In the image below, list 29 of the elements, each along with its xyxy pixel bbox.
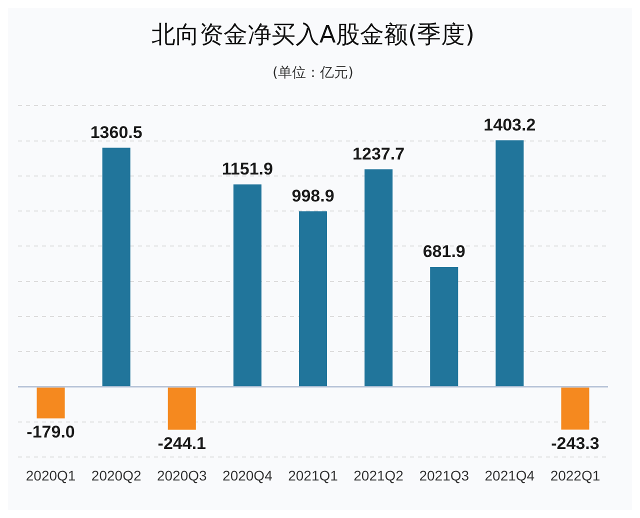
data-label: 1237.7 <box>352 144 405 164</box>
x-tick-label: 2020Q2 <box>91 467 142 484</box>
data-label: -244.1 <box>158 434 206 453</box>
x-tick-label: 2020Q1 <box>26 467 76 484</box>
bar <box>430 267 458 386</box>
x-tick-label: 2020Q4 <box>222 467 273 484</box>
data-label: -243.3 <box>551 434 600 453</box>
bar <box>102 148 130 386</box>
data-label: 1151.9 <box>222 160 273 179</box>
x-tick-label: 2020Q3 <box>156 467 208 484</box>
x-tick-label: 2021Q4 <box>484 467 535 484</box>
data-label: 998.9 <box>292 186 334 206</box>
bar <box>168 388 196 430</box>
bar <box>561 388 590 430</box>
x-tick-label: 2021Q2 <box>354 467 404 484</box>
data-label: 1403.2 <box>484 115 536 134</box>
data-label: -179.0 <box>26 422 75 442</box>
x-tick-label: 2021Q1 <box>288 467 338 484</box>
chart-title: 北向资金净买入A股金额(季度) <box>151 20 475 49</box>
data-label: 681.9 <box>422 242 466 262</box>
chart-subtitle: (单位：亿元) <box>272 64 354 81</box>
bar <box>233 184 262 386</box>
bar <box>36 388 65 418</box>
bar <box>364 169 393 386</box>
bar <box>496 140 524 386</box>
x-tick-label: 2021Q3 <box>419 467 470 484</box>
data-label: 1360.5 <box>90 122 142 142</box>
x-tick-label: 2022Q1 <box>550 467 600 484</box>
bar <box>298 211 328 386</box>
